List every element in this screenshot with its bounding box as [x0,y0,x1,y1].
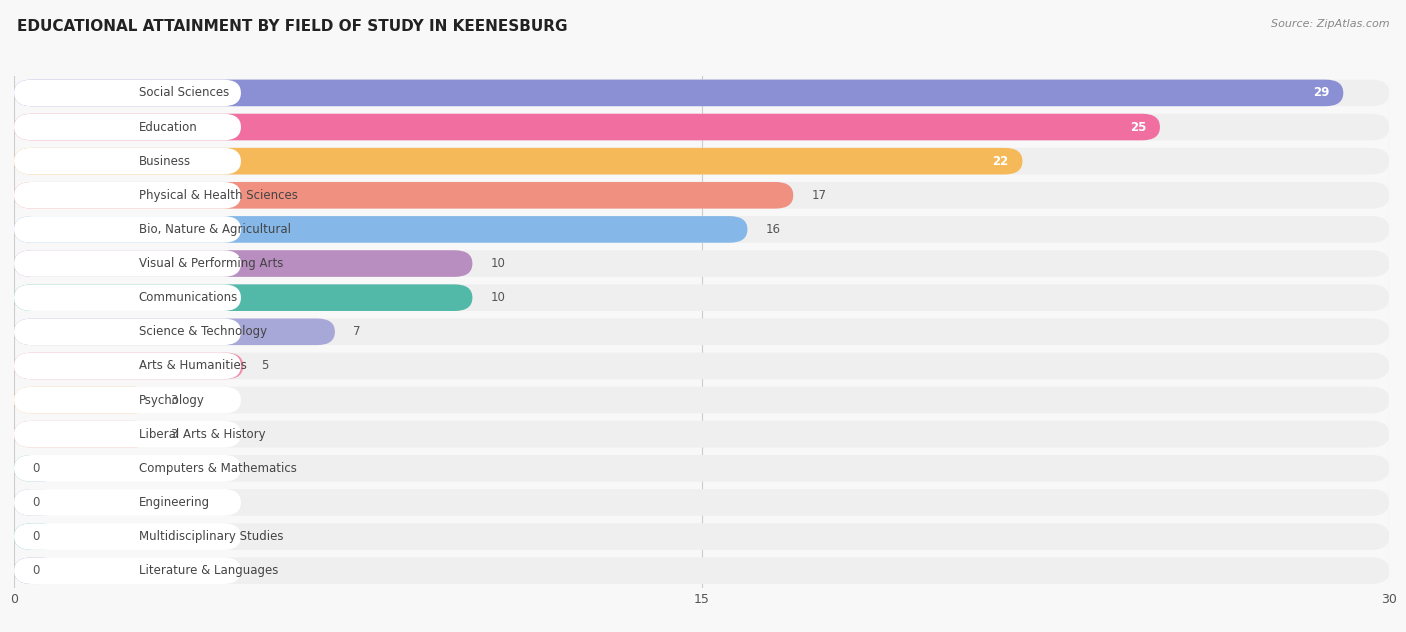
Text: 0: 0 [32,564,39,577]
Text: 0: 0 [32,496,39,509]
FancyBboxPatch shape [14,148,1022,174]
Text: 7: 7 [353,325,361,338]
Text: 10: 10 [491,291,506,304]
FancyBboxPatch shape [14,523,240,550]
FancyBboxPatch shape [14,455,240,482]
Text: 16: 16 [766,223,780,236]
Text: 3: 3 [170,428,177,441]
FancyBboxPatch shape [14,216,748,243]
FancyBboxPatch shape [14,148,1389,174]
FancyBboxPatch shape [14,455,1389,482]
Text: 5: 5 [262,360,269,372]
FancyBboxPatch shape [14,421,1389,447]
FancyBboxPatch shape [14,489,240,516]
Text: 3: 3 [170,394,177,406]
FancyBboxPatch shape [14,353,1389,379]
FancyBboxPatch shape [14,182,793,209]
FancyBboxPatch shape [14,557,1389,584]
FancyBboxPatch shape [14,250,472,277]
Text: Liberal Arts & History: Liberal Arts & History [139,428,266,441]
FancyBboxPatch shape [14,80,1389,106]
Text: 0: 0 [32,462,39,475]
Text: Psychology: Psychology [139,394,205,406]
FancyBboxPatch shape [14,182,240,209]
FancyBboxPatch shape [14,353,240,379]
FancyBboxPatch shape [14,114,1160,140]
Text: Business: Business [139,155,191,167]
Text: 10: 10 [491,257,506,270]
FancyBboxPatch shape [14,114,240,140]
Text: Bio, Nature & Agricultural: Bio, Nature & Agricultural [139,223,291,236]
Text: 0: 0 [32,530,39,543]
FancyBboxPatch shape [14,557,240,584]
Text: Arts & Humanities: Arts & Humanities [139,360,246,372]
FancyBboxPatch shape [14,421,152,447]
Text: Literature & Languages: Literature & Languages [139,564,278,577]
FancyBboxPatch shape [14,80,240,106]
FancyBboxPatch shape [14,284,240,311]
FancyBboxPatch shape [14,284,472,311]
FancyBboxPatch shape [14,284,1389,311]
FancyBboxPatch shape [14,353,243,379]
FancyBboxPatch shape [14,421,240,447]
Text: Physical & Health Sciences: Physical & Health Sciences [139,189,298,202]
Text: 22: 22 [993,155,1008,167]
FancyBboxPatch shape [14,387,152,413]
Text: Social Sciences: Social Sciences [139,87,229,99]
FancyBboxPatch shape [14,523,1389,550]
FancyBboxPatch shape [14,182,1389,209]
Text: Engineering: Engineering [139,496,209,509]
Text: Multidisciplinary Studies: Multidisciplinary Studies [139,530,284,543]
FancyBboxPatch shape [14,80,1343,106]
FancyBboxPatch shape [14,148,240,174]
Text: 29: 29 [1313,87,1330,99]
FancyBboxPatch shape [14,489,59,516]
FancyBboxPatch shape [14,114,1389,140]
FancyBboxPatch shape [14,455,59,482]
Text: 25: 25 [1130,121,1146,133]
Text: EDUCATIONAL ATTAINMENT BY FIELD OF STUDY IN KEENESBURG: EDUCATIONAL ATTAINMENT BY FIELD OF STUDY… [17,19,568,34]
Text: 17: 17 [811,189,827,202]
FancyBboxPatch shape [14,319,1389,345]
FancyBboxPatch shape [14,319,335,345]
Text: Visual & Performing Arts: Visual & Performing Arts [139,257,283,270]
FancyBboxPatch shape [14,489,1389,516]
Text: Source: ZipAtlas.com: Source: ZipAtlas.com [1271,19,1389,29]
Text: Science & Technology: Science & Technology [139,325,267,338]
FancyBboxPatch shape [14,319,240,345]
FancyBboxPatch shape [14,387,240,413]
FancyBboxPatch shape [14,250,1389,277]
Text: Communications: Communications [139,291,238,304]
FancyBboxPatch shape [14,387,1389,413]
FancyBboxPatch shape [14,557,59,584]
Text: Computers & Mathematics: Computers & Mathematics [139,462,297,475]
FancyBboxPatch shape [14,216,1389,243]
FancyBboxPatch shape [14,250,240,277]
Text: Education: Education [139,121,198,133]
FancyBboxPatch shape [14,523,59,550]
FancyBboxPatch shape [14,216,240,243]
